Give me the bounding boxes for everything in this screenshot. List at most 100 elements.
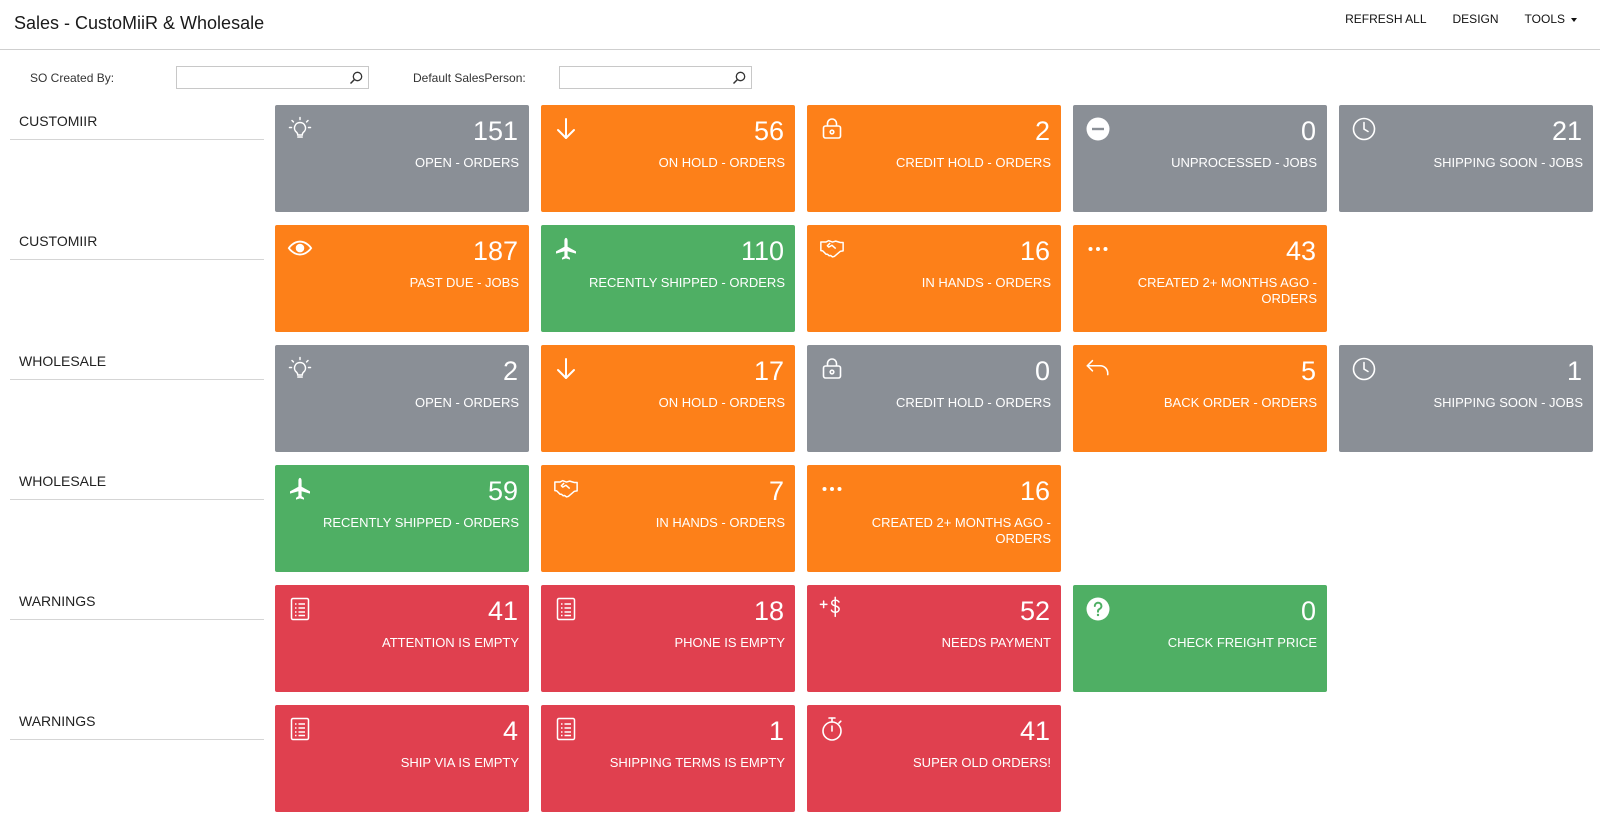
group-label: WARNINGS xyxy=(10,705,264,740)
tile-label: NEEDS PAYMENT xyxy=(941,635,1051,650)
handshake-icon xyxy=(553,476,579,502)
tile-count: 21 xyxy=(1551,116,1582,146)
design-label: DESIGN xyxy=(1452,12,1499,26)
tile-count: 7 xyxy=(768,476,784,506)
tile-count: 187 xyxy=(472,236,518,266)
document-icon xyxy=(287,596,313,622)
tile-label: SHIPPING TERMS IS EMPTY xyxy=(609,755,785,770)
tile-label: IN HANDS - ORDERS xyxy=(655,515,785,530)
dashboard-tile[interactable]: 2 OPEN - ORDERS xyxy=(275,345,529,452)
tile-count: 4 xyxy=(502,716,518,746)
header-actions: REFRESH ALL DESIGN TOOLS xyxy=(1332,12,1590,26)
dashboard-tile[interactable]: 41 SUPER OLD ORDERS! xyxy=(807,705,1061,812)
page-header: Sales - CustoMiiR & Wholesale REFRESH AL… xyxy=(0,0,1600,50)
tile-label: PHONE IS EMPTY xyxy=(674,635,785,650)
tile-label: CREATED 2+ MONTHS AGO - ORDERS xyxy=(871,515,1051,546)
document-icon xyxy=(553,596,579,622)
tile-label: SHIPPING SOON - JOBS xyxy=(1433,155,1583,170)
tile-count: 16 xyxy=(1019,476,1050,506)
plus-dollar-icon xyxy=(819,596,845,622)
tile-count: 59 xyxy=(487,476,518,506)
group-label: WHOLESALE xyxy=(10,465,264,500)
dashboard-tile[interactable]: 4 SHIP VIA IS EMPTY xyxy=(275,705,529,812)
stopwatch-icon xyxy=(819,716,845,742)
tile-count: 5 xyxy=(1300,356,1316,386)
tile-label: CHECK FREIGHT PRICE xyxy=(1167,635,1317,650)
dashboard-tile[interactable]: 187 PAST DUE - JOBS xyxy=(275,225,529,332)
dashboard-tile[interactable]: 5 BACK ORDER - ORDERS xyxy=(1073,345,1327,452)
search-icon[interactable] xyxy=(348,70,364,86)
group-label: WARNINGS xyxy=(10,585,264,620)
search-icon[interactable] xyxy=(731,70,747,86)
design-button[interactable]: DESIGN xyxy=(1440,12,1512,26)
lightbulb-icon xyxy=(287,356,313,382)
dashboard-tile[interactable]: 2 CREDIT HOLD - ORDERS xyxy=(807,105,1061,212)
minus-circle-icon xyxy=(1085,116,1111,142)
filter-bar: SO Created By: Default SalesPerson: xyxy=(0,66,1600,92)
tile-count: 18 xyxy=(753,596,784,626)
tile-count: 0 xyxy=(1034,356,1050,386)
tile-label: CREATED 2+ MONTHS AGO - ORDERS xyxy=(1137,275,1317,306)
tile-count: 41 xyxy=(1019,716,1050,746)
refresh-all-button[interactable]: REFRESH ALL xyxy=(1332,12,1439,26)
default-salesperson-label: Default SalesPerson: xyxy=(413,71,526,85)
tools-label: TOOLS xyxy=(1524,12,1565,26)
dashboard-tile[interactable]: 151 OPEN - ORDERS xyxy=(275,105,529,212)
lightbulb-icon xyxy=(287,116,313,142)
page-title: Sales - CustoMiiR & Wholesale xyxy=(14,13,265,33)
tile-label: ON HOLD - ORDERS xyxy=(658,155,785,170)
dashboard-tile[interactable]: 56 ON HOLD - ORDERS xyxy=(541,105,795,212)
group-label: CUSTOMIIR xyxy=(10,225,264,260)
airplane-icon xyxy=(553,236,579,262)
arrow-down-icon xyxy=(553,356,579,382)
dashboard-tile[interactable]: 59 RECENTLY SHIPPED - ORDERS xyxy=(275,465,529,572)
default-salesperson-field[interactable] xyxy=(559,66,752,89)
tile-count: 2 xyxy=(502,356,518,386)
dashboard-tile[interactable]: 16 CREATED 2+ MONTHS AGO - ORDERS xyxy=(807,465,1061,572)
ellipsis-icon xyxy=(819,476,845,502)
handshake-icon xyxy=(819,236,845,262)
dashboard-tile[interactable]: 0 CHECK FREIGHT PRICE xyxy=(1073,585,1327,692)
dashboard-tile[interactable]: 52 NEEDS PAYMENT xyxy=(807,585,1061,692)
dashboard-tile[interactable]: 21 SHIPPING SOON - JOBS xyxy=(1339,105,1593,212)
eye-icon xyxy=(287,236,313,262)
tile-label: PAST DUE - JOBS xyxy=(409,275,519,290)
tile-count: 0 xyxy=(1300,596,1316,626)
default-salesperson-input[interactable] xyxy=(560,67,729,88)
dashboard-tile[interactable]: 41 ATTENTION IS EMPTY xyxy=(275,585,529,692)
clock-icon xyxy=(1351,116,1377,142)
tile-label: SUPER OLD ORDERS! xyxy=(913,755,1051,770)
refresh-all-label: REFRESH ALL xyxy=(1345,12,1427,26)
tile-label: CREDIT HOLD - ORDERS xyxy=(895,395,1051,410)
dashboard-tile[interactable]: 16 IN HANDS - ORDERS xyxy=(807,225,1061,332)
dashboard-tile[interactable]: 17 ON HOLD - ORDERS xyxy=(541,345,795,452)
clock-icon xyxy=(1351,356,1377,382)
reply-icon xyxy=(1085,356,1111,382)
dashboard-tile[interactable]: 110 RECENTLY SHIPPED - ORDERS xyxy=(541,225,795,332)
dashboard-tile[interactable]: 43 CREATED 2+ MONTHS AGO - ORDERS xyxy=(1073,225,1327,332)
tile-count: 52 xyxy=(1019,596,1050,626)
so-created-by-field[interactable] xyxy=(176,66,369,89)
dashboard-tile[interactable]: 1 SHIPPING SOON - JOBS xyxy=(1339,345,1593,452)
so-created-by-input[interactable] xyxy=(177,67,346,88)
tile-label: CREDIT HOLD - ORDERS xyxy=(895,155,1051,170)
tile-count: 16 xyxy=(1019,236,1050,266)
dashboard-tile[interactable]: 7 IN HANDS - ORDERS xyxy=(541,465,795,572)
group-label: WHOLESALE xyxy=(10,345,264,380)
tools-menu-button[interactable]: TOOLS xyxy=(1512,12,1590,26)
so-created-by-label: SO Created By: xyxy=(30,71,115,85)
lock-icon xyxy=(819,356,845,382)
dashboard-tile[interactable]: 0 CREDIT HOLD - ORDERS xyxy=(807,345,1061,452)
tile-count: 0 xyxy=(1300,116,1316,146)
tile-label: OPEN - ORDERS xyxy=(414,395,519,410)
tile-count: 43 xyxy=(1285,236,1316,266)
dashboard-tile[interactable]: 1 SHIPPING TERMS IS EMPTY xyxy=(541,705,795,812)
tile-label: BACK ORDER - ORDERS xyxy=(1163,395,1317,410)
dashboard-tile[interactable]: 18 PHONE IS EMPTY xyxy=(541,585,795,692)
tile-label: ON HOLD - ORDERS xyxy=(658,395,785,410)
lock-icon xyxy=(819,116,845,142)
question-circle-icon xyxy=(1085,596,1111,622)
tile-count: 56 xyxy=(753,116,784,146)
tile-count: 151 xyxy=(472,116,518,146)
dashboard-tile[interactable]: 0 UNPROCESSED - JOBS xyxy=(1073,105,1327,212)
